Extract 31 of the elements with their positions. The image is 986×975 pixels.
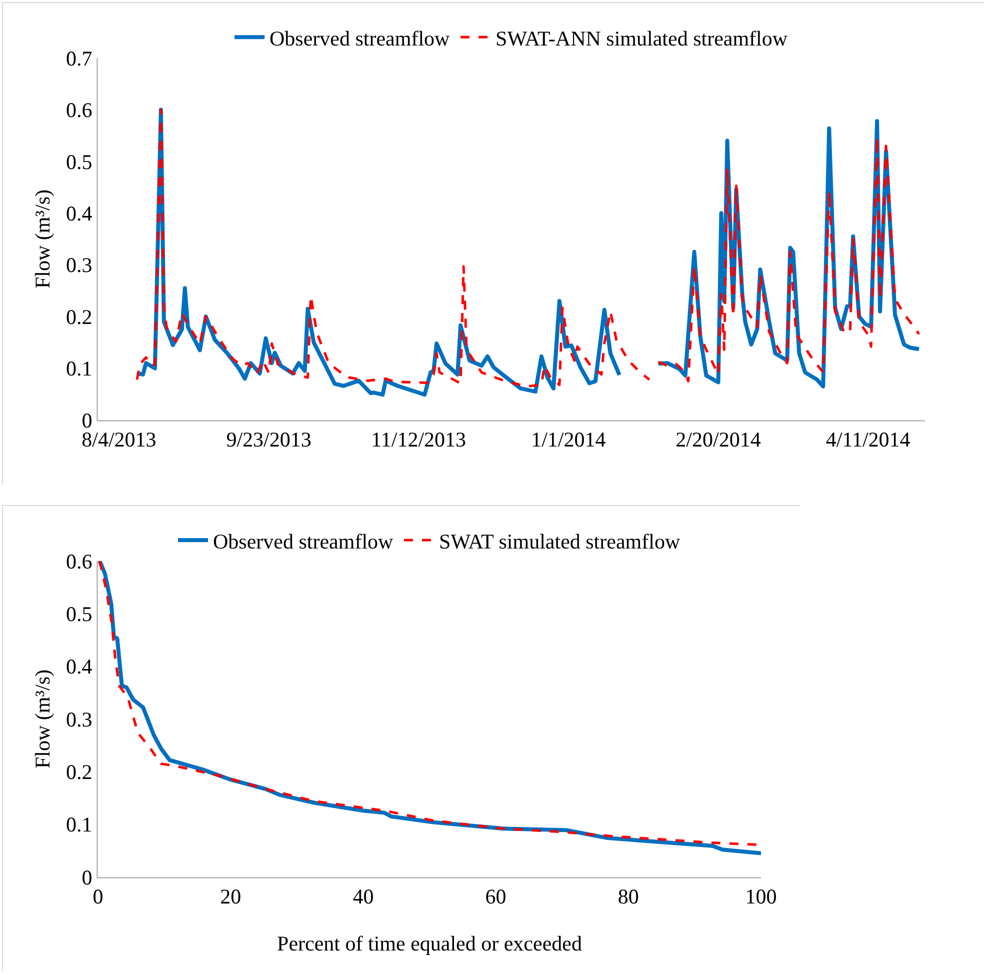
legend-label: Observed streamflow [270, 26, 451, 50]
x-tick-label: 80 [618, 884, 639, 909]
y-tick-label: 0.6 [66, 98, 92, 122]
x-tick-label: 100 [745, 884, 777, 909]
x-tick-label: 40 [352, 884, 374, 909]
legend-label: Observed streamflow [213, 529, 394, 554]
x-tick-label: 4/11/2014 [826, 428, 911, 452]
x-axis-title: Percent of time equaled or exceeded [277, 932, 582, 956]
x-tick-label: 20 [220, 884, 242, 909]
y-tick-label: 0.7 [66, 46, 92, 70]
y-tick-label: 0.5 [66, 602, 92, 626]
y-tick-label: 0.5 [66, 150, 92, 174]
y-tick-label: 0.3 [66, 253, 92, 278]
y-tick-label: 0.4 [66, 654, 93, 679]
y-tick-label: 0 [82, 865, 92, 890]
x-tick-label: 9/23/2013 [226, 428, 312, 452]
y-tick-label: 0.1 [66, 356, 92, 381]
y-tick-label: 0.3 [66, 707, 92, 732]
y-tick-label: 0.2 [66, 304, 92, 329]
y-axis-title: Flow (m³/s) [30, 189, 54, 289]
y-axis-title: Flow (m³/s) [30, 669, 54, 769]
x-tick-label: 11/12/2013 [371, 428, 466, 452]
legend-label: SWAT simulated streamflow [439, 529, 681, 554]
x-tick-label: 60 [485, 884, 506, 909]
y-tick-label: 0.6 [66, 549, 92, 574]
y-tick-label: 0.4 [66, 201, 93, 226]
y-tick-label: 0.2 [66, 760, 92, 784]
legend-label: SWAT-ANN simulated streamflow [496, 26, 788, 50]
x-tick-label: 1/1/2014 [531, 428, 606, 452]
y-tick-label: 0.1 [66, 812, 92, 837]
x-tick-label: 2/20/2014 [676, 428, 762, 452]
